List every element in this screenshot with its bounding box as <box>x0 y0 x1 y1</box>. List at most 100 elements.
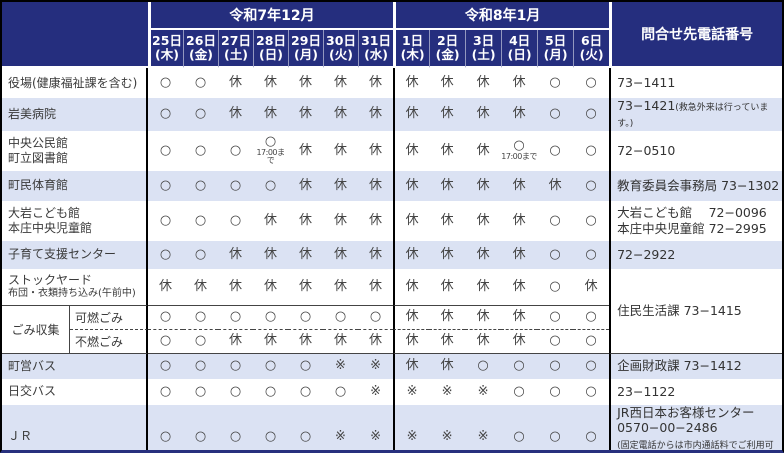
date-header-jan: 2日 (金) <box>429 30 466 68</box>
status-cell: 休 <box>218 240 253 269</box>
status-cell: ○ <box>537 304 574 329</box>
status-cell: 休 <box>537 170 574 201</box>
status-cell: 休 <box>323 98 358 131</box>
table-row: 町民体育館 ○ ○ ○ ○ 休休休休休休休休 ○ 教育委員会事務局 73−1302 <box>2 170 782 201</box>
status-cell: 休 <box>573 268 610 305</box>
status-cell: ※ <box>393 378 430 405</box>
status-cell: 休 <box>323 170 358 201</box>
status-cell: 休 <box>323 328 358 353</box>
status-cell: 休 <box>253 98 288 131</box>
date-header-jan: 4日 (日) <box>501 30 538 68</box>
status-cell: ※ <box>465 404 502 450</box>
status-cell: 休 <box>288 130 323 171</box>
status-cell: 休 <box>465 268 502 305</box>
status-cell: ※ <box>323 352 358 379</box>
status-cell: ○ <box>253 170 288 201</box>
phone-cell: 大岩こども館 72−0096 本庄中央児童館 72−2995 <box>609 200 782 241</box>
status-cell: ○ <box>183 98 218 131</box>
status-cell: 休 <box>429 130 466 171</box>
status-cell: 休 <box>218 268 253 305</box>
table-row: 子育て支援センター ○ ○ 休休休休休休休休休 ○ ○ 72−2922 <box>2 240 782 269</box>
facility-label: 子育て支援センター <box>2 240 148 269</box>
date-header-dec: 26日 (金) <box>183 30 218 68</box>
facility-label: 中央公民館 町立図書館 <box>2 130 148 171</box>
status-cell: ○ <box>465 352 502 379</box>
status-cell: ○ <box>253 352 288 379</box>
status-cell: 休 <box>288 68 323 98</box>
status-cell: 休 <box>501 200 538 241</box>
facility-label: 岩美病院 <box>2 98 148 131</box>
date-header-dec: 30日 (火) <box>323 30 358 68</box>
phone-cell: JR西日本お客様センター 0570−00−2486 (固定電話からは市内通話料でご利… <box>609 404 782 450</box>
status-cell: ○ <box>183 68 218 98</box>
status-cell: ○ <box>148 328 183 353</box>
status-cell: 休 <box>358 328 394 353</box>
phone-cell: 教育委員会事務局 73−1302 <box>609 170 782 201</box>
status-cell: ○ <box>218 304 253 329</box>
status-cell: ○ <box>537 328 574 353</box>
phone-cell: 73−1421(救急外来は行っています。) <box>609 98 782 131</box>
phone-cell: 72−0510 <box>609 130 782 171</box>
date-header-row: 25日 (木) 26日 (金) 27日 (土) 28日 (日) 29日 (月) 30日 (火) 31日(… <box>2 30 782 68</box>
status-cell: ○ <box>537 200 574 241</box>
status-cell: 休 <box>358 130 394 171</box>
status-cell: ○ <box>148 68 183 98</box>
status-cell: ○ 17:00まで <box>501 130 537 171</box>
status-cell: ○ <box>573 130 610 171</box>
status-cell: 休 <box>429 352 466 379</box>
status-cell: ○ <box>148 304 183 329</box>
status-cell: 休 <box>393 130 430 171</box>
status-cell: ※ <box>429 378 466 405</box>
status-cell: ○ <box>288 378 323 405</box>
status-cell: ○ <box>537 130 574 171</box>
status-cell: 休 <box>253 328 288 353</box>
status-cell: ○ <box>323 304 358 329</box>
status-cell: 休 <box>429 304 466 329</box>
date-header-dec: 25日 (木) <box>148 30 183 68</box>
status-cell: 休 <box>323 130 358 171</box>
status-cell: ○ <box>183 240 218 269</box>
status-cell: ○ 17:00まで <box>253 130 288 171</box>
status-cell: ○ <box>183 352 218 379</box>
phone-cell: 住民生活課 73−1415 <box>609 268 782 353</box>
date-header-dec: 28日 (日) <box>253 30 288 68</box>
status-cell: 休 <box>501 98 538 131</box>
status-cell: ○ <box>183 170 218 201</box>
status-cell: 休 <box>358 268 394 305</box>
status-cell: ○ <box>148 130 183 171</box>
status-cell: 休 <box>501 268 538 305</box>
facility-group-label: ごみ収集 <box>2 304 70 353</box>
status-cell: 休 <box>358 200 394 241</box>
december-header: 令和7年12月 <box>148 2 394 30</box>
status-cell: ○ <box>537 268 574 305</box>
status-cell: ※ <box>465 378 502 405</box>
status-cell: ○ <box>537 378 574 405</box>
status-cell: ○ <box>183 404 218 450</box>
status-cell: ○ <box>537 404 574 450</box>
status-cell: 休 <box>429 200 466 241</box>
phone-header: 問合せ先電話番号 <box>609 2 782 68</box>
status-cell: ○ <box>148 404 183 450</box>
status-cell: ※ <box>358 352 394 379</box>
status-cell: ○ <box>537 352 574 379</box>
status-cell: 休 <box>288 268 323 305</box>
status-cell: ○ <box>218 352 253 379</box>
status-cell: 休 <box>501 240 538 269</box>
facility-label: ストックヤード 布団・衣類持ち込み(午前中) <box>2 268 148 305</box>
status-cell: ○ <box>218 130 253 171</box>
status-cell: ○ <box>148 378 183 405</box>
date-header-jan: 1日 (木) <box>393 30 430 68</box>
status-cell: ○ <box>218 378 253 405</box>
table-row: ストックヤード 布団・衣類持ち込み(午前中) 休休休休休休休休休休休 ○ 休住民生活課 … <box>2 268 782 353</box>
facility-sub-label: 不燃ごみ <box>70 328 148 353</box>
status-cell: ○ <box>573 68 610 98</box>
status-cell: ○ <box>573 98 610 131</box>
status-cell: ○ <box>183 378 218 405</box>
status-cell: ○ <box>573 328 610 353</box>
status-cell: ○ <box>183 200 218 241</box>
table-row: 日交バス ○ ○ ○ ○ ○ ○ ※ ※ ※ ※ ○ ○ ○ 23−1122 <box>2 378 782 405</box>
status-cell: ○ <box>183 304 218 329</box>
date-header-dec: 31日 (水) <box>358 30 394 68</box>
status-cell: ○ <box>573 378 610 405</box>
